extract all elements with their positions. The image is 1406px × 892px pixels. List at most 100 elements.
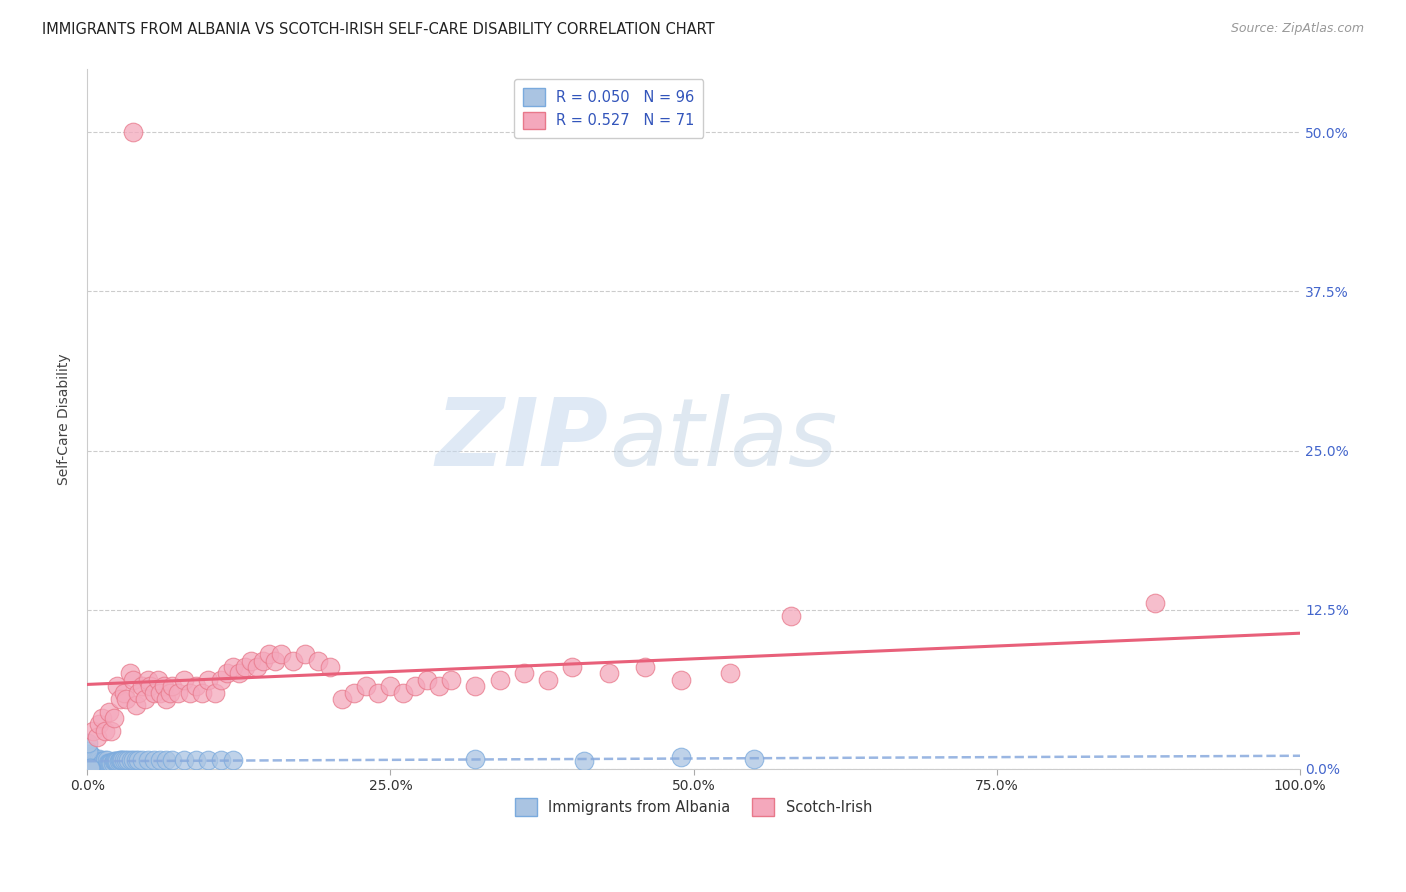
Point (89, 717, 111, 731)
Point (82, 758, 104, 772)
Point (83, 758, 105, 772)
Point (79, 759, 101, 773)
Point (330, 692, 353, 706)
Point (105, 754, 128, 768)
Point (79, 754, 101, 768)
Point (117, 753, 139, 767)
Point (159, 685, 181, 699)
Point (142, 685, 165, 699)
Point (122, 673, 145, 687)
Point (155, 753, 177, 767)
Text: Source: ZipAtlas.com: Source: ZipAtlas.com (1230, 22, 1364, 36)
Point (233, 660, 256, 674)
Point (77, 759, 100, 773)
Point (87, 756, 110, 771)
Point (90, 754, 112, 768)
Point (107, 679, 129, 693)
Point (90, 711, 112, 725)
Point (146, 673, 169, 687)
Point (79, 747, 101, 761)
Point (131, 679, 153, 693)
Point (77, 754, 100, 768)
Point (98, 756, 121, 770)
Point (96, 753, 118, 767)
Point (89, 752, 111, 766)
Point (80, 758, 103, 772)
Point (83, 756, 105, 770)
Point (94, 756, 117, 770)
Point (246, 660, 269, 674)
Point (103, 754, 125, 768)
Point (98, 705, 121, 719)
Point (107, 754, 129, 768)
Point (391, 685, 413, 699)
Point (152, 679, 174, 693)
Point (404, 679, 426, 693)
Point (84, 756, 107, 770)
Point (86, 758, 108, 772)
Point (77, 753, 100, 767)
Point (294, 648, 316, 662)
Point (179, 685, 201, 699)
Point (488, 673, 510, 687)
Point (574, 754, 596, 768)
Point (77, 737, 100, 751)
Point (96, 756, 118, 770)
Point (598, 666, 620, 681)
Point (1143, 596, 1166, 610)
Point (80, 759, 103, 773)
Point (77, 752, 100, 766)
Point (86, 756, 108, 770)
Point (112, 753, 135, 767)
Point (77, 750, 100, 764)
Point (112, 685, 135, 699)
Point (122, 753, 145, 767)
Point (149, 753, 172, 767)
Point (537, 673, 560, 687)
Point (197, 753, 219, 767)
Point (264, 654, 287, 668)
Point (118, 666, 141, 681)
Point (160, 753, 183, 767)
Point (90, 756, 112, 771)
Point (89, 754, 111, 768)
Point (222, 660, 245, 674)
Point (634, 660, 657, 674)
Point (77, 747, 100, 761)
Point (82, 723, 104, 738)
Point (354, 679, 377, 693)
Point (160, 679, 183, 693)
Point (89, 754, 111, 768)
Point (120, 753, 142, 767)
Point (115, 692, 138, 706)
Point (173, 673, 195, 687)
Point (86, 753, 108, 767)
Point (89, 756, 111, 771)
Point (100, 756, 122, 770)
Point (139, 679, 162, 693)
Point (124, 698, 146, 713)
Point (79, 749, 101, 764)
Point (222, 753, 245, 767)
Text: ZIP: ZIP (436, 393, 609, 486)
Point (115, 753, 138, 767)
Point (742, 752, 765, 766)
Point (77, 756, 100, 770)
Point (80, 750, 103, 764)
Point (136, 673, 159, 687)
Point (380, 679, 402, 693)
Point (367, 685, 389, 699)
Point (82, 756, 104, 770)
Point (204, 685, 226, 699)
Point (79, 761, 101, 775)
Point (173, 753, 195, 767)
Point (319, 660, 342, 674)
Point (197, 673, 219, 687)
Point (127, 753, 149, 767)
Point (80, 758, 103, 772)
Point (80, 753, 103, 767)
Point (107, 754, 129, 768)
Point (108, 753, 131, 767)
Point (89, 756, 111, 771)
Point (79, 756, 101, 771)
